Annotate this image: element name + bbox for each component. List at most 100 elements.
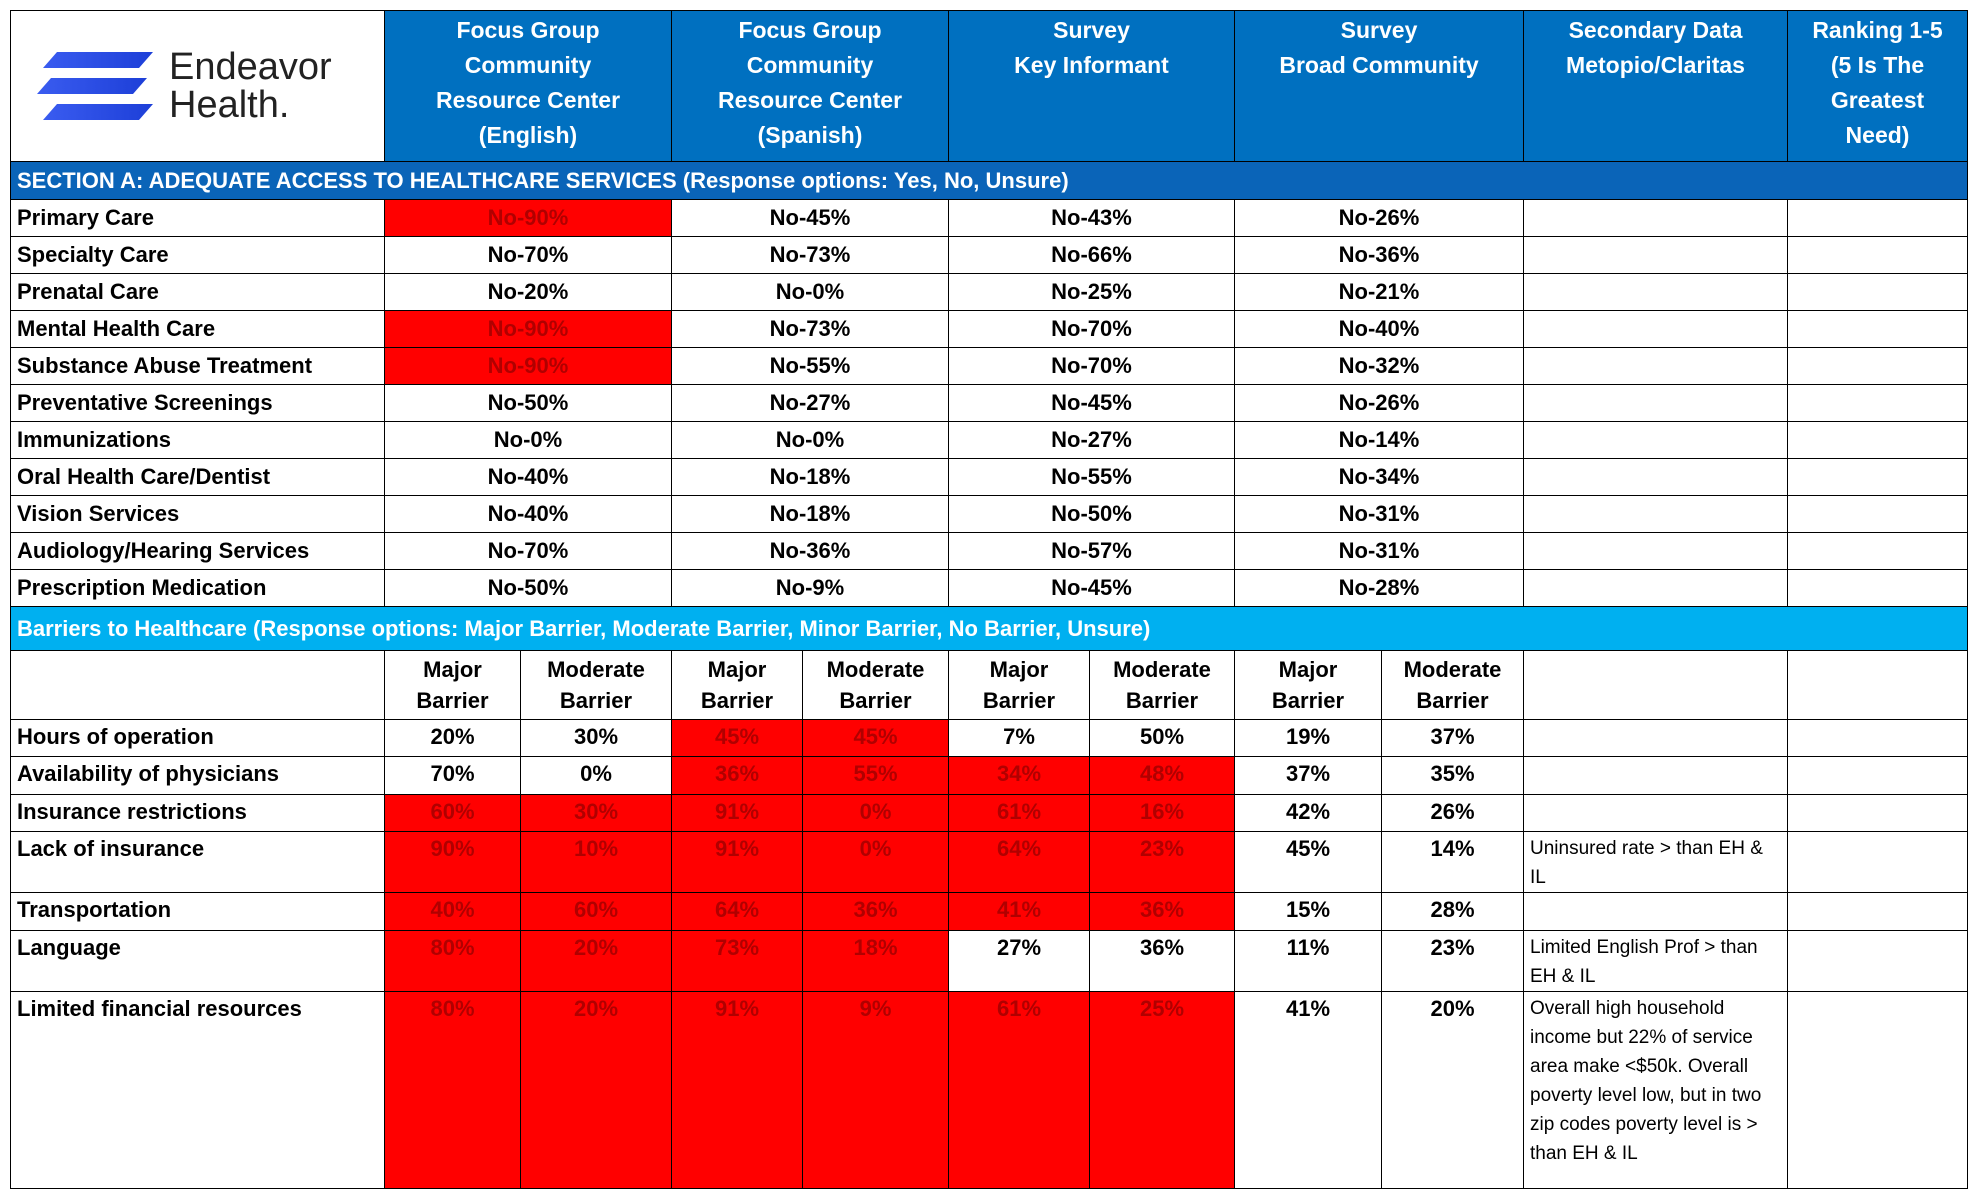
empty-cell — [1523, 458, 1788, 496]
table-row: Preventative Screenings No-50% No-27% No-45… — [10, 384, 1968, 422]
empty-cell — [1787, 199, 1968, 237]
cell-value: 30% — [520, 794, 672, 832]
cell-value: 19% — [1234, 719, 1382, 757]
cell-value: No-55% — [671, 347, 949, 385]
empty-cell — [1523, 347, 1788, 385]
empty-cell — [1523, 892, 1788, 931]
table-row: Audiology/Hearing Services No-70% No-36% No… — [10, 532, 1968, 570]
logo: Endeavor Health. — [17, 16, 378, 156]
row-label: Substance Abuse Treatment — [10, 347, 385, 385]
empty-cell — [1787, 421, 1968, 459]
row-label: Prenatal Care — [10, 273, 385, 311]
empty-cell — [1523, 650, 1788, 720]
cell-value: No-36% — [1234, 236, 1524, 274]
empty-cell — [10, 650, 385, 720]
row-label: Specialty Care — [10, 236, 385, 274]
cell-value: 55% — [802, 756, 949, 795]
cell-value: 0% — [802, 794, 949, 832]
cell-value: No-70% — [948, 310, 1235, 348]
cell-value: 14% — [1381, 831, 1524, 893]
cell-value: No-0% — [671, 273, 949, 311]
cell-value: No-26% — [1234, 384, 1524, 422]
cell-value: 25% — [1089, 991, 1235, 1189]
column-header: Survey Broad Community — [1234, 10, 1524, 162]
cell-value: No-66% — [948, 236, 1235, 274]
row-label: Hours of operation — [10, 719, 385, 757]
cell-value: No-57% — [948, 532, 1235, 570]
cell-value: 16% — [1089, 794, 1235, 832]
cell-value: No-90% — [384, 347, 672, 385]
cell-value: No-73% — [671, 236, 949, 274]
cell-value: No-43% — [948, 199, 1235, 237]
table-row: Availability of physicians 70% 0% 36% 55% 34%… — [10, 756, 1968, 795]
cell-value: 20% — [384, 719, 521, 757]
cell-value: 15% — [1234, 892, 1382, 931]
header-line: Key Informant — [1014, 52, 1169, 78]
header-line: Survey — [1340, 17, 1418, 43]
table-row: Limited financial resources 80% 20% 91% 9% 61… — [10, 991, 1968, 1189]
header-line: Greatest — [1830, 87, 1925, 113]
cell-value: 26% — [1381, 794, 1524, 832]
empty-cell — [1523, 495, 1788, 533]
subheader: Moderate Barrier — [1089, 650, 1235, 720]
logo-mark — [37, 52, 153, 120]
cell-value: 60% — [384, 794, 521, 832]
column-header: Focus Group Community Resource Center (Span… — [671, 10, 949, 162]
column-header: Focus Group Community Resource Center (Engl… — [384, 10, 672, 162]
row-label: Audiology/Hearing Services — [10, 532, 385, 570]
cell-value: No-31% — [1234, 532, 1524, 570]
header-line: (5 Is The — [1830, 52, 1925, 78]
logo-text: Health. — [169, 84, 290, 126]
table-row: Lack of insurance 90% 10% 91% 0% 64% 23% 45% 14%… — [10, 831, 1968, 893]
row-label: Primary Care — [10, 199, 385, 237]
cell-value: 40% — [384, 892, 521, 931]
cell-value: 80% — [384, 991, 521, 1189]
subheader: Moderate Barrier — [1381, 650, 1524, 720]
cell-value: No-45% — [948, 384, 1235, 422]
empty-cell — [1523, 273, 1788, 311]
cell-value: 91% — [671, 794, 803, 832]
needs-table: Endeavor Health. Focus Group Community Resou… — [10, 10, 1968, 1189]
header-line: Need) — [1845, 122, 1910, 148]
empty-cell — [1787, 495, 1968, 533]
header-line: Metopio/Claritas — [1566, 52, 1745, 78]
cell-value: 20% — [520, 930, 672, 992]
empty-cell — [1523, 384, 1788, 422]
empty-cell — [1787, 532, 1968, 570]
cell-value: 45% — [671, 719, 803, 757]
header-line: Secondary Data — [1568, 17, 1743, 43]
row-label: Transportation — [10, 892, 385, 931]
row-label: Limited financial resources — [10, 991, 385, 1189]
cell-value: 42% — [1234, 794, 1382, 832]
table-row: Substance Abuse Treatment No-90% No-55% No-… — [10, 347, 1968, 385]
section-title: SECTION A: ADEQUATE ACCESS TO HEALTHCARE… — [10, 161, 1968, 200]
table-row: Insurance restrictions 60% 30% 91% 0% 61% 16% 4… — [10, 794, 1968, 832]
empty-cell — [1787, 569, 1968, 607]
cell-value: No-27% — [671, 384, 949, 422]
header-line: Ranking 1-5 — [1812, 17, 1943, 43]
cell-value: 20% — [520, 991, 672, 1189]
cell-value: 91% — [671, 991, 803, 1189]
cell-value: 45% — [802, 719, 949, 757]
cell-value: No-90% — [384, 310, 672, 348]
cell-value: 7% — [948, 719, 1090, 757]
cell-value: 37% — [1234, 756, 1382, 795]
empty-cell — [1787, 384, 1968, 422]
cell-value: 36% — [1089, 930, 1235, 992]
cell-value: No-70% — [384, 532, 672, 570]
cell-value: No-26% — [1234, 199, 1524, 237]
subheader: Major Barrier — [671, 650, 803, 720]
cell-value: 37% — [1381, 719, 1524, 757]
table-row: Primary Care No-90% No-45% No-43% No-26% — [10, 199, 1968, 237]
header-line: (English) — [478, 122, 578, 148]
empty-cell — [1523, 794, 1788, 832]
row-label: Insurance restrictions — [10, 794, 385, 832]
cell-value: No-14% — [1234, 421, 1524, 459]
cell-value: No-0% — [671, 421, 949, 459]
cell-value: No-45% — [671, 199, 949, 237]
empty-cell — [1523, 236, 1788, 274]
section-title: Barriers to Healthcare (Response options… — [10, 606, 1968, 651]
header-line: Resource Center — [435, 87, 621, 113]
cell-value: No-27% — [948, 421, 1235, 459]
